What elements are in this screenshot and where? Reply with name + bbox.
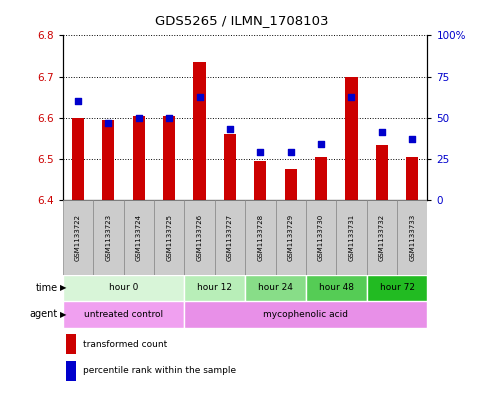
Text: GSM1133723: GSM1133723 [105, 214, 112, 261]
Bar [63, 275, 185, 301]
Bar [306, 275, 367, 301]
Text: transformed count: transformed count [83, 340, 167, 349]
Bar [67, 361, 75, 380]
Point [165, 115, 173, 121]
Point [74, 98, 82, 105]
Point [135, 115, 142, 121]
Point [104, 120, 112, 126]
Bar [93, 200, 124, 275]
Text: GSM1133724: GSM1133724 [136, 214, 142, 261]
Text: GSM1133730: GSM1133730 [318, 214, 324, 261]
Text: hour 12: hour 12 [197, 283, 232, 292]
Bar [185, 200, 215, 275]
Bar [215, 200, 245, 275]
Point [409, 135, 416, 141]
Text: GSM1133725: GSM1133725 [166, 214, 172, 261]
Text: GSM1133732: GSM1133732 [379, 214, 385, 261]
Bar [315, 157, 327, 200]
Bar [194, 62, 206, 200]
Bar [376, 145, 388, 200]
Text: mycophenolic acid: mycophenolic acid [263, 310, 348, 319]
Point [287, 149, 295, 155]
Bar [63, 200, 93, 275]
Bar [102, 120, 114, 200]
Text: GSM1133722: GSM1133722 [75, 214, 81, 261]
Text: hour 48: hour 48 [319, 283, 354, 292]
Point [196, 94, 203, 100]
Point [348, 94, 355, 100]
Point [317, 141, 325, 147]
Text: GSM1133726: GSM1133726 [197, 214, 202, 261]
Bar [336, 200, 367, 275]
Bar [275, 200, 306, 275]
Bar [367, 200, 397, 275]
Bar [63, 301, 185, 328]
Point [226, 126, 234, 132]
Text: GSM1133728: GSM1133728 [257, 214, 263, 261]
Point [256, 149, 264, 155]
Bar [306, 200, 336, 275]
Bar [124, 200, 154, 275]
Bar [224, 134, 236, 200]
Bar [245, 275, 306, 301]
Bar [367, 275, 427, 301]
Text: GSM1133733: GSM1133733 [409, 214, 415, 261]
Text: GDS5265 / ILMN_1708103: GDS5265 / ILMN_1708103 [155, 14, 328, 27]
Bar [133, 116, 145, 200]
Text: agent: agent [30, 309, 58, 320]
Bar [245, 200, 275, 275]
Bar [254, 161, 267, 200]
Text: hour 72: hour 72 [380, 283, 414, 292]
Bar [163, 116, 175, 200]
Text: untreated control: untreated control [84, 310, 163, 319]
Bar [345, 77, 357, 200]
Text: GSM1133729: GSM1133729 [288, 214, 294, 261]
Bar [397, 200, 427, 275]
Point [378, 129, 386, 135]
Bar [284, 169, 297, 200]
Bar [406, 157, 418, 200]
Text: time: time [36, 283, 58, 293]
Bar [67, 334, 75, 354]
Text: ▶: ▶ [60, 310, 67, 319]
Text: percentile rank within the sample: percentile rank within the sample [83, 366, 236, 375]
Text: hour 24: hour 24 [258, 283, 293, 292]
Text: hour 0: hour 0 [109, 283, 138, 292]
Bar [154, 200, 185, 275]
Bar [185, 301, 427, 328]
Bar [185, 275, 245, 301]
Text: GSM1133727: GSM1133727 [227, 214, 233, 261]
Text: GSM1133731: GSM1133731 [348, 214, 355, 261]
Bar [72, 118, 84, 200]
Text: ▶: ▶ [60, 283, 67, 292]
